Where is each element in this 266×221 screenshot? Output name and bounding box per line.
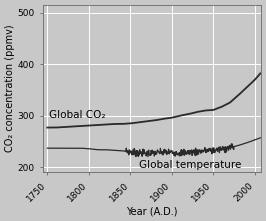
- Y-axis label: CO₂ concentration (ppmv): CO₂ concentration (ppmv): [5, 25, 15, 152]
- Text: Global temperature: Global temperature: [139, 160, 241, 170]
- X-axis label: Year (A.D.): Year (A.D.): [126, 206, 178, 216]
- Text: Global CO₂: Global CO₂: [49, 110, 106, 120]
